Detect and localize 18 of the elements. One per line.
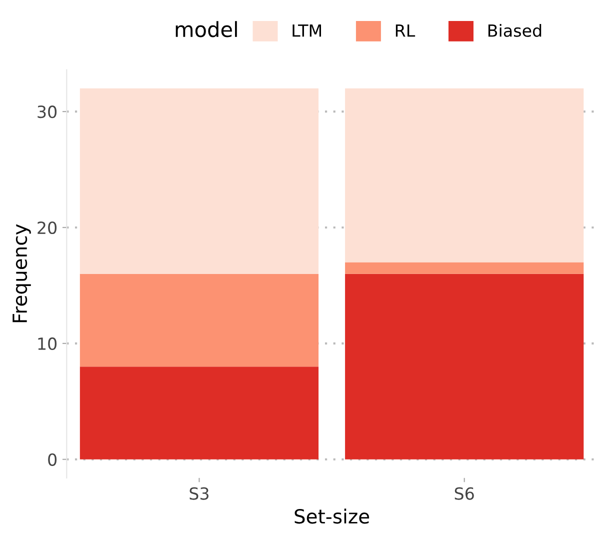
y-tick-label: 30 [38, 106, 57, 118]
bar [345, 274, 584, 460]
bar [80, 366, 319, 460]
y-tick-label: 10 [38, 337, 57, 350]
bar [345, 88, 584, 262]
legend-title: model [176, 21, 237, 38]
y-tick-label: 0 [48, 453, 57, 466]
bar [80, 274, 319, 367]
bar [80, 88, 319, 274]
legend-label: RL [396, 24, 416, 37]
x-axis-title: Set-size [294, 508, 370, 524]
bar [345, 262, 584, 274]
legend-label: LTM [292, 24, 321, 37]
legend-label: Biased [488, 24, 542, 37]
x-tick-label: S3 [190, 487, 208, 500]
y-tick-label: 20 [38, 221, 57, 234]
x-tick-label: S6 [454, 487, 474, 500]
y-axis-title: Frequency [12, 224, 31, 322]
